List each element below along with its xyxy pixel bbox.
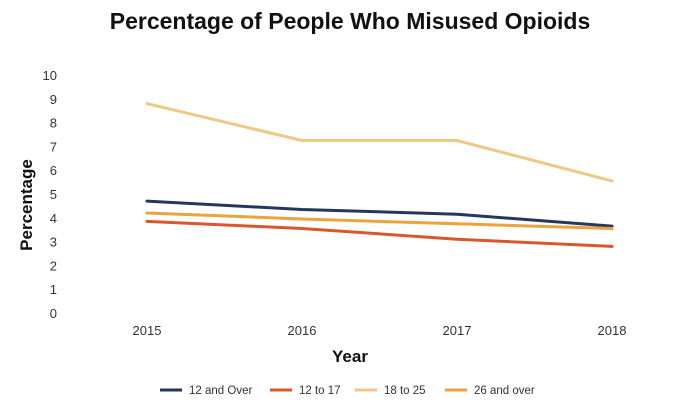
y-tick-label: 8 — [50, 116, 57, 131]
x-axis-title: Year — [332, 347, 368, 366]
y-tick-label: 0 — [50, 306, 57, 321]
legend-label: 18 to 25 — [384, 385, 426, 397]
y-tick-label: 7 — [50, 139, 57, 154]
x-tick-label: 2015 — [133, 323, 162, 338]
legend-label: 12 and Over — [189, 385, 252, 397]
series-line-3 — [145, 211, 614, 230]
y-axis-title: Percentage — [17, 159, 36, 251]
y-tick-label: 5 — [50, 187, 57, 202]
chart-title: Percentage of People Who Misused Opioids — [109, 8, 591, 34]
x-tick-label: 2018 — [598, 323, 627, 338]
y-axis-ticks: 0 1 2 3 4 5 6 7 8 9 10 — [43, 68, 57, 321]
y-tick-label: 6 — [50, 163, 57, 178]
legend: 12 and Over 12 to 17 18 to 25 26 and over — [160, 385, 535, 397]
x-axis-ticks: 2015 2016 2017 2018 — [133, 323, 627, 338]
series-line-0 — [145, 199, 614, 228]
x-tick-label: 2016 — [288, 323, 317, 338]
legend-label: 26 and over — [474, 385, 535, 397]
y-tick-label: 2 — [50, 258, 57, 273]
y-tick-label: 10 — [43, 68, 57, 83]
series-lines — [145, 102, 614, 248]
x-tick-label: 2017 — [443, 323, 472, 338]
legend-label: 12 to 17 — [299, 385, 341, 397]
series-line-1 — [145, 219, 614, 248]
series-line-2 — [145, 102, 614, 183]
y-tick-label: 4 — [50, 211, 57, 226]
y-tick-label: 9 — [50, 92, 57, 107]
y-tick-label: 1 — [50, 282, 57, 297]
y-tick-label: 3 — [50, 235, 57, 250]
